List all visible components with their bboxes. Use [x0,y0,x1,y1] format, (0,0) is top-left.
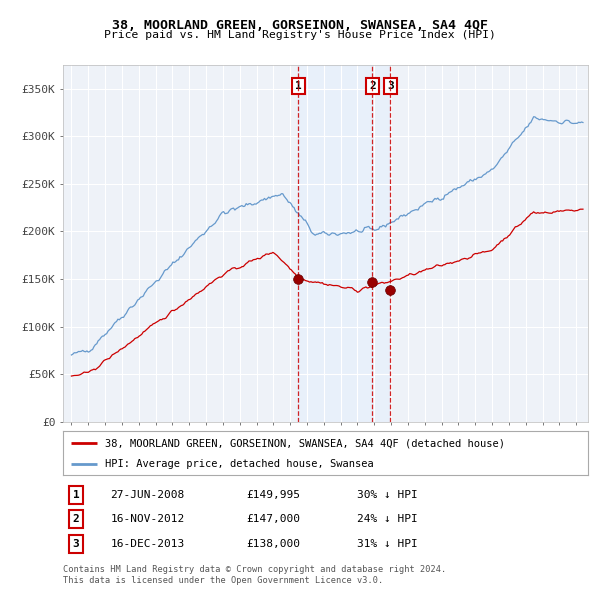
Text: 16-DEC-2013: 16-DEC-2013 [110,539,185,549]
Text: £138,000: £138,000 [247,539,301,549]
Text: 2: 2 [369,81,376,91]
Text: 3: 3 [73,539,79,549]
Text: 30% ↓ HPI: 30% ↓ HPI [357,490,418,500]
Text: 24% ↓ HPI: 24% ↓ HPI [357,514,418,524]
Text: Contains HM Land Registry data © Crown copyright and database right 2024.
This d: Contains HM Land Registry data © Crown c… [63,565,446,585]
Text: Price paid vs. HM Land Registry's House Price Index (HPI): Price paid vs. HM Land Registry's House … [104,30,496,40]
Text: 2: 2 [73,514,79,524]
Text: 38, MOORLAND GREEN, GORSEINON, SWANSEA, SA4 4QF: 38, MOORLAND GREEN, GORSEINON, SWANSEA, … [112,19,488,32]
Text: 31% ↓ HPI: 31% ↓ HPI [357,539,418,549]
Text: 38, MOORLAND GREEN, GORSEINON, SWANSEA, SA4 4QF (detached house): 38, MOORLAND GREEN, GORSEINON, SWANSEA, … [105,438,505,448]
Bar [298,65,391,422]
Text: 16-NOV-2012: 16-NOV-2012 [110,514,185,524]
Text: 1: 1 [73,490,79,500]
Text: £147,000: £147,000 [247,514,301,524]
Text: £149,995: £149,995 [247,490,301,500]
Text: 1: 1 [295,81,302,91]
Text: HPI: Average price, detached house, Swansea: HPI: Average price, detached house, Swan… [105,459,374,469]
Text: 27-JUN-2008: 27-JUN-2008 [110,490,185,500]
Text: 3: 3 [387,81,394,91]
